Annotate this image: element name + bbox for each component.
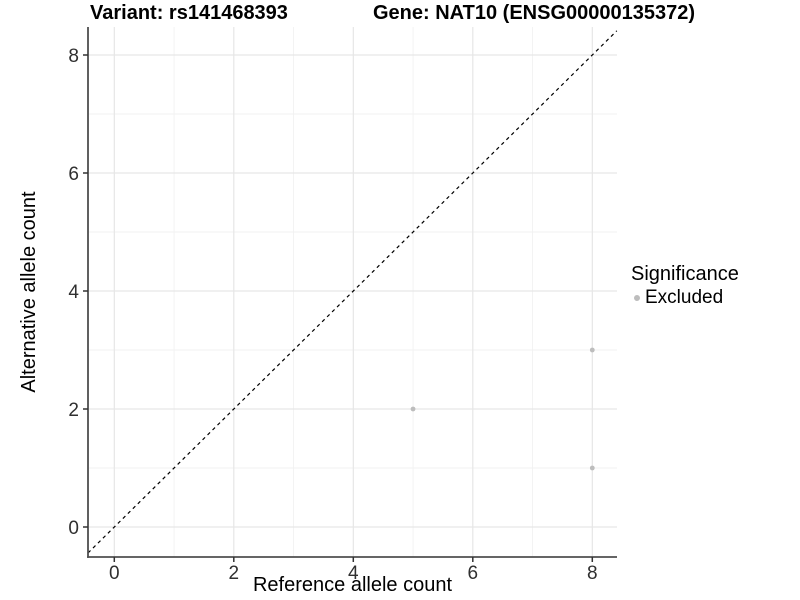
- y-axis-title: Alternative allele count: [18, 191, 40, 393]
- legend-item: Excluded: [631, 287, 739, 309]
- x-tick-label: 8: [587, 563, 598, 584]
- legend-items: Excluded: [631, 287, 739, 309]
- legend-item-label: Excluded: [645, 287, 724, 308]
- variant-title: Variant: rs141468393: [90, 2, 288, 24]
- data-point: [589, 465, 595, 471]
- data-point: [410, 406, 416, 412]
- x-tick-label: 2: [229, 563, 240, 584]
- data-point: [589, 347, 595, 353]
- identity-dashed-line: [87, 30, 618, 554]
- x-tick-label: 0: [109, 563, 120, 584]
- legend-key-dot-icon: [634, 295, 640, 301]
- y-tick-label: 8: [68, 46, 79, 67]
- y-tick-label: 6: [68, 164, 79, 185]
- y-tick-label: 4: [68, 282, 79, 303]
- legend: Significance Excluded: [631, 263, 739, 309]
- x-tick-label: 4: [348, 563, 359, 584]
- y-tick-label: 2: [68, 400, 79, 421]
- x-axis-title: Reference allele count: [252, 574, 452, 596]
- legend-title: Significance: [631, 263, 739, 285]
- x-tick-label: 6: [468, 563, 479, 584]
- y-tick-label: 0: [68, 518, 79, 539]
- gene-title: Gene: NAT10 (ENSG00000135372): [373, 2, 696, 24]
